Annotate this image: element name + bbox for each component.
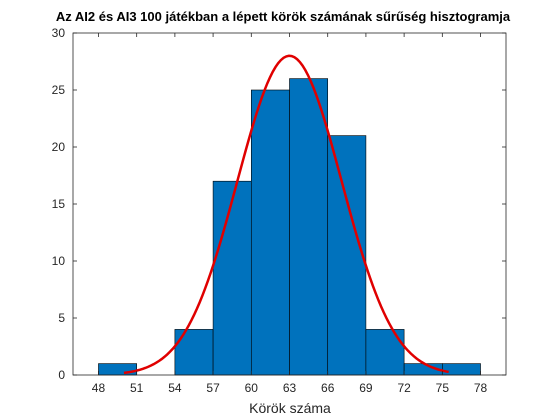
x-tick-label: 69 [359, 381, 373, 395]
histogram-bar [213, 181, 251, 375]
y-tick-label: 25 [52, 83, 66, 97]
y-tick-label: 5 [58, 311, 65, 325]
x-axis-label: Körök száma [249, 400, 331, 416]
histogram-bar [290, 79, 328, 375]
y-tick-label: 15 [52, 197, 66, 211]
histogram-bar [366, 329, 404, 375]
x-tick-label: 54 [168, 381, 182, 395]
x-tick-label: 63 [283, 381, 297, 395]
x-tick-label: 60 [245, 381, 259, 395]
x-tick-label: 57 [206, 381, 220, 395]
y-tick-label: 10 [52, 254, 66, 268]
histogram-bar [251, 90, 289, 375]
x-tick-label: 48 [92, 381, 106, 395]
x-tick-label: 78 [474, 381, 488, 395]
x-tick-label: 75 [436, 381, 450, 395]
y-tick-label: 20 [52, 140, 66, 154]
histogram-bar [175, 329, 213, 375]
histogram-bar [98, 364, 136, 375]
chart-title: Az AI2 és AI3 100 játékban a lépett körö… [56, 9, 511, 24]
x-tick-label: 72 [397, 381, 411, 395]
bars-group [98, 79, 480, 375]
histogram-bar [442, 364, 480, 375]
y-tick-label: 0 [58, 368, 65, 382]
histogram-bar [328, 136, 366, 375]
x-tick-label: 51 [130, 381, 144, 395]
y-tick-label: 30 [52, 26, 66, 40]
x-tick-label: 66 [321, 381, 335, 395]
